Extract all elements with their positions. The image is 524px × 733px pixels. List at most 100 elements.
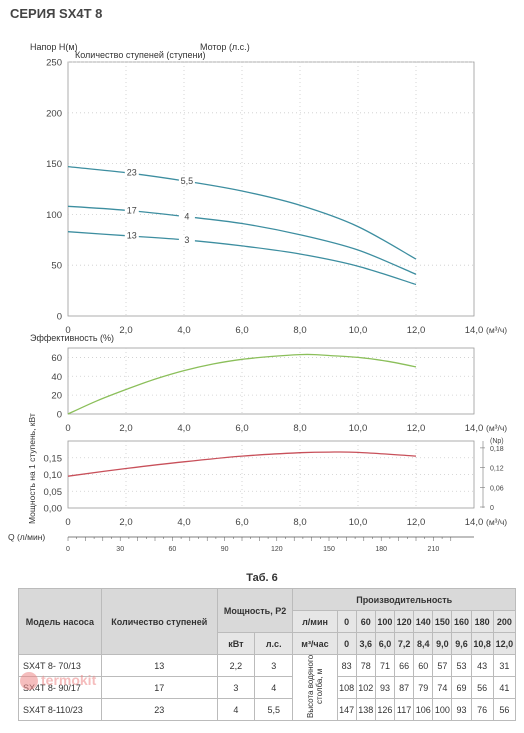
efficiency-axis-label: Эффективность (%) bbox=[30, 333, 114, 343]
model-cell: SX4T 8-110/23 bbox=[18, 698, 102, 721]
lmin-cell: 150 bbox=[432, 610, 453, 633]
right-tick-label: 0,18 bbox=[490, 446, 504, 453]
x-tick-label: 0 bbox=[65, 517, 70, 528]
y-tick-label: 100 bbox=[46, 210, 62, 221]
q-tick-label: 150 bbox=[323, 546, 335, 553]
value-cell: 147 bbox=[336, 698, 357, 721]
right-tick-label: 0,12 bbox=[490, 466, 504, 473]
value-cell: 57 bbox=[432, 654, 453, 677]
lmin-cell: 120 bbox=[394, 610, 415, 633]
label-bg bbox=[124, 230, 139, 241]
q-tick-label: 120 bbox=[271, 546, 283, 553]
pump-performance-table: Модель насоса Количество ступеней Мощнос… bbox=[18, 588, 517, 721]
lmin-cell: 60 bbox=[355, 610, 376, 633]
page-title: СЕРИЯ SX4T 8 bbox=[10, 6, 103, 21]
label-bg bbox=[124, 167, 139, 178]
x-axis-unit: (м³/ч) bbox=[486, 423, 507, 433]
series-line bbox=[67, 205, 417, 275]
series-line bbox=[67, 165, 417, 260]
header-hp: л.с. bbox=[254, 632, 294, 655]
y-tick-label: 250 bbox=[46, 58, 62, 69]
m3h-cell: 12,0 bbox=[492, 632, 517, 655]
m3h-cell: 9,0 bbox=[432, 632, 453, 655]
value-cell: 69 bbox=[451, 676, 472, 699]
stages-header-label: Количество ступеней (ступени) bbox=[75, 50, 206, 60]
motor-label: 3 bbox=[184, 235, 189, 245]
value-cell: 93 bbox=[451, 698, 472, 721]
right-axis-label: (Np) bbox=[490, 438, 504, 445]
x-tick-label: 4,0 bbox=[177, 517, 190, 528]
q-tick-label: 0 bbox=[66, 546, 70, 553]
y-tick-label: 50 bbox=[51, 261, 62, 272]
q-tick-label: 90 bbox=[221, 546, 229, 553]
x-tick-label: 14,0 bbox=[465, 423, 484, 434]
header-performance: Производительность bbox=[292, 588, 516, 611]
x-axis-unit: (м³/ч) bbox=[486, 517, 507, 527]
value-cell: 43 bbox=[470, 654, 494, 677]
y-tick-label: 0,00 bbox=[44, 504, 63, 515]
value-cell: 117 bbox=[394, 698, 415, 721]
x-tick-label: 10,0 bbox=[349, 517, 368, 528]
lmin-cell: 180 bbox=[470, 610, 494, 633]
watermark-logo: termokit bbox=[20, 672, 96, 691]
x-tick-label: 0 bbox=[65, 325, 70, 336]
x-tick-label: 8,0 bbox=[293, 325, 306, 336]
x-tick-label: 6,0 bbox=[235, 325, 248, 336]
q-tick-label: 180 bbox=[375, 546, 387, 553]
y-tick-label: 0,10 bbox=[44, 470, 63, 481]
x-tick-label: 12,0 bbox=[407, 517, 426, 528]
motor-label: 4 bbox=[184, 211, 189, 221]
value-cell: 53 bbox=[451, 654, 472, 677]
label-bg bbox=[178, 211, 195, 222]
right-tick-label: 0,06 bbox=[490, 485, 504, 492]
kw-cell: 3 bbox=[216, 676, 256, 699]
q-tick-label: 210 bbox=[428, 546, 440, 553]
value-cell: 83 bbox=[336, 654, 357, 677]
power-axis-label: Мощность на 1 ступень, кВт bbox=[27, 413, 37, 524]
value-cell: 79 bbox=[413, 676, 434, 699]
label-bg bbox=[178, 175, 195, 186]
x-tick-label: 10,0 bbox=[349, 325, 368, 336]
value-cell: 56 bbox=[470, 676, 494, 699]
kw-cell: 4 bbox=[216, 698, 256, 721]
value-cell: 76 bbox=[470, 698, 494, 721]
motor-label: 5,5 bbox=[181, 176, 194, 186]
x-tick-label: 6,0 bbox=[235, 423, 248, 434]
head-column-label: Высота водяного столба, м bbox=[292, 654, 338, 721]
header-kw: кВт bbox=[216, 632, 256, 655]
x-tick-label: 14,0 bbox=[465, 517, 484, 528]
q-tick-label: 30 bbox=[116, 546, 124, 553]
y-tick-label: 0 bbox=[57, 312, 62, 323]
hp-cell: 4 bbox=[254, 676, 294, 699]
value-cell: 106 bbox=[413, 698, 434, 721]
x-tick-label: 8,0 bbox=[293, 423, 306, 434]
stages-cell: 13 bbox=[100, 654, 218, 677]
lmin-cell: 0 bbox=[336, 610, 357, 633]
y-tick-label: 60 bbox=[51, 353, 62, 364]
value-cell: 31 bbox=[492, 654, 517, 677]
m3h-cell: 3,6 bbox=[355, 632, 376, 655]
value-cell: 102 bbox=[355, 676, 376, 699]
y-tick-label: 200 bbox=[46, 108, 62, 119]
x-tick-label: 2,0 bbox=[119, 325, 132, 336]
m3h-cell: 10,8 bbox=[470, 632, 494, 655]
table-row: SX4T 8- 90/17 17 3 4 108 102 93 87 79 74… bbox=[18, 676, 517, 699]
m3h-cell: 0 bbox=[336, 632, 357, 655]
x-tick-label: 2,0 bbox=[119, 517, 132, 528]
plot-area bbox=[67, 61, 475, 317]
q-axis-label: Q (л/мин) bbox=[8, 532, 45, 542]
y-tick-label: 150 bbox=[46, 159, 62, 170]
label-bg bbox=[178, 234, 195, 245]
value-cell: 138 bbox=[355, 698, 376, 721]
x-tick-label: 12,0 bbox=[407, 325, 426, 336]
motor-header-label: Мотор (л.с.) bbox=[200, 42, 250, 52]
table-caption: Таб. 6 bbox=[246, 572, 278, 584]
value-cell: 56 bbox=[492, 698, 517, 721]
header-stages: Количество ступеней bbox=[100, 588, 218, 655]
stages-cell: 23 bbox=[100, 698, 218, 721]
stages-cell: 17 bbox=[100, 676, 218, 699]
lmin-cell: 140 bbox=[413, 610, 434, 633]
x-tick-label: 14,0 bbox=[465, 325, 484, 336]
y-tick-label: 40 bbox=[51, 372, 62, 383]
series-line bbox=[67, 451, 417, 477]
